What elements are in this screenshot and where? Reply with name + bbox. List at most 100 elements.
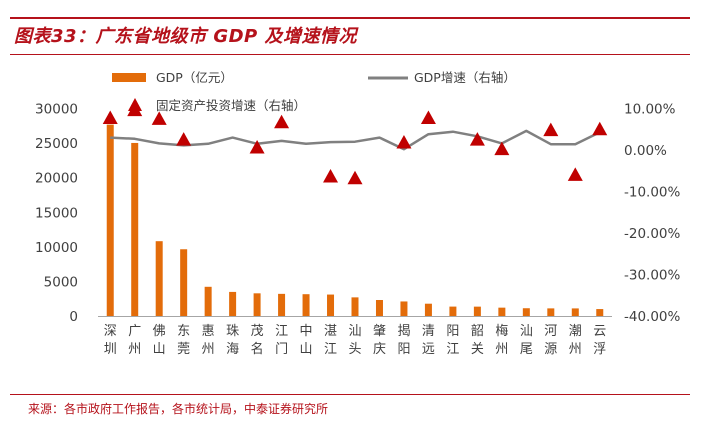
legend-gdp-label: GDP（亿元） (156, 70, 233, 85)
category-label: 东 (177, 324, 190, 339)
investment-growth-marker-10 (323, 169, 339, 183)
investment-growth-marker-3 (151, 111, 167, 125)
category-label: 汕 (520, 324, 533, 339)
category-label: 茂 (251, 324, 264, 339)
category-label: 汕 (348, 324, 361, 339)
category-label: 山 (153, 342, 166, 357)
legend-gdp-swatch (112, 73, 146, 82)
legend-investment-swatch (128, 98, 142, 111)
category-label: 河 (544, 324, 557, 339)
category-label: 莞 (177, 342, 190, 357)
gdp-bar-21 (596, 309, 604, 316)
gdp-bar-5 (204, 286, 212, 316)
title-rule (10, 54, 690, 55)
gdp-bar-18 (522, 308, 530, 316)
category-label: 头 (348, 342, 361, 357)
left-axis-tick-label: 15000 (35, 205, 78, 221)
right-axis-tick-label: 10.00% (624, 102, 676, 118)
investment-growth-marker-14 (420, 110, 436, 125)
gdp-bar-8 (278, 293, 286, 316)
category-label: 庆 (373, 342, 386, 357)
gdp-bar-20 (571, 308, 579, 316)
category-label: 江 (446, 342, 459, 357)
right-axis-tick-label: 0.00% (624, 143, 667, 159)
investment-growth-marker-7 (249, 140, 265, 154)
category-label: 州 (495, 342, 508, 357)
right-axis-tick-label: -20.00% (624, 226, 681, 242)
right-axis-tick-label: -10.00% (624, 185, 681, 201)
investment-growth-marker-21 (592, 121, 608, 136)
gdp-bar-6 (229, 291, 237, 316)
category-label: 源 (544, 342, 557, 357)
gdp-bar-16 (473, 306, 481, 316)
investment-growth-marker-4 (176, 132, 192, 146)
right-axis-tick-label: -30.00% (624, 268, 681, 284)
category-label: 梅 (495, 324, 508, 339)
category-label: 远 (422, 342, 435, 357)
gdp-bar-15 (449, 306, 457, 316)
left-axis-tick-label: 10000 (35, 240, 78, 256)
investment-growth-marker-11 (347, 170, 363, 185)
footer-rule (10, 394, 690, 395)
category-label: 肇 (373, 324, 386, 339)
gdp-bar-12 (375, 300, 383, 316)
category-label: 海 (226, 342, 239, 357)
investment-growth-marker-16 (469, 132, 485, 146)
gdp-bar-19 (547, 308, 555, 316)
investment-growth-marker-13 (396, 135, 412, 149)
category-label: 山 (300, 342, 313, 357)
category-label: 门 (275, 342, 288, 357)
gdp-bar-13 (400, 301, 408, 316)
category-label: 中 (300, 324, 313, 339)
category-label: 浮 (593, 342, 606, 357)
gdp-bar-7 (253, 293, 261, 316)
gdp-growth-line (110, 129, 601, 151)
category-label: 深 (104, 324, 117, 339)
gdp-bar-3 (155, 241, 163, 316)
gdp-bar-2 (131, 142, 139, 316)
category-label: 揭 (397, 324, 410, 339)
header-rule (10, 17, 690, 19)
left-axis-tick-label: 30000 (35, 102, 78, 118)
category-label: 圳 (104, 342, 117, 357)
category-label: 江 (275, 324, 288, 339)
left-axis-tick-label: 5000 (44, 274, 78, 290)
category-label: 阳 (446, 324, 459, 339)
investment-growth-marker-1 (102, 110, 118, 125)
category-label: 清 (422, 324, 435, 339)
gdp-bar-9 (302, 294, 310, 316)
category-label: 潮 (569, 324, 582, 339)
right-axis-tick-label: -40.00% (624, 309, 681, 325)
gdp-bar-14 (424, 303, 432, 316)
category-label: 云 (593, 324, 606, 339)
category-label: 江 (324, 342, 337, 357)
category-label: 州 (202, 342, 215, 357)
category-label: 州 (128, 342, 141, 357)
gdp-bar-4 (180, 249, 188, 316)
source-note: 来源：各市政府工作报告，各市统计局，中泰证券研究所 (28, 402, 329, 416)
left-axis-tick-label: 25000 (35, 136, 78, 152)
category-label: 尾 (520, 342, 533, 357)
investment-growth-marker-19 (543, 122, 559, 137)
category-label: 惠 (202, 324, 215, 339)
category-label: 阳 (397, 342, 410, 357)
gdp-bar-10 (327, 294, 335, 316)
gdp-bar-11 (351, 297, 359, 316)
category-label: 湛 (324, 324, 337, 339)
legend-growth-label: GDP增速（右轴） (414, 70, 516, 85)
category-label: 珠 (226, 324, 239, 339)
left-axis-tick-label: 0 (69, 309, 78, 325)
category-label: 佛 (153, 324, 166, 339)
category-label: 州 (569, 342, 582, 357)
category-label: 广 (128, 324, 141, 339)
left-axis-tick-label: 20000 (35, 171, 78, 187)
investment-growth-marker-8 (274, 114, 290, 129)
gdp-bar-1 (106, 124, 114, 316)
legend-investment-label: 固定资产投资增速（右轴） (156, 98, 306, 113)
investment-growth-marker-20 (567, 167, 583, 181)
category-label: 关 (471, 342, 484, 357)
category-label: 韶 (471, 323, 484, 339)
gdp-bar-17 (498, 307, 506, 316)
